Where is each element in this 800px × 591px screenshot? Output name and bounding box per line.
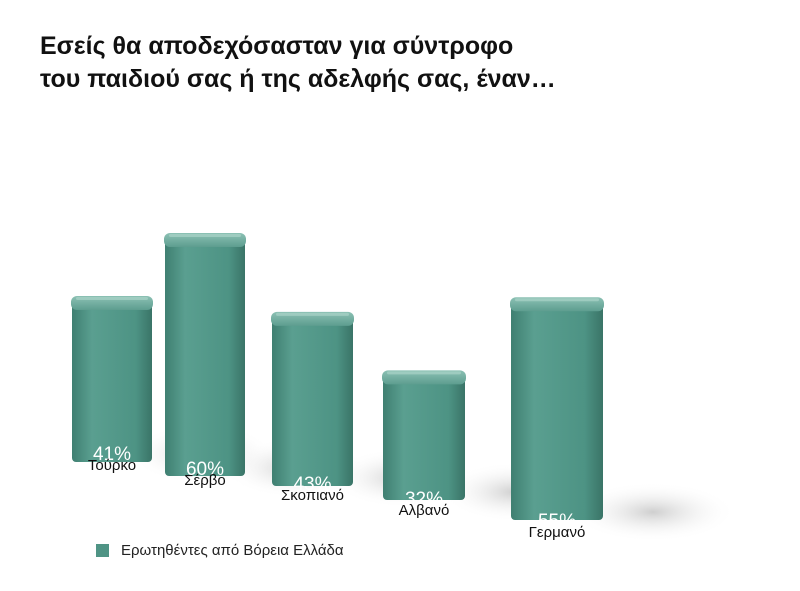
bar-highlight xyxy=(276,312,349,316)
chart-legend: Ερωτηθέντες από Βόρεια Ελλάδα xyxy=(96,542,344,559)
bar-1 xyxy=(71,295,153,462)
bar-body xyxy=(165,239,245,476)
chart-title-line-2: του παιδιού σας ή της αδελφής σας, έναν… xyxy=(40,65,556,93)
bar-body xyxy=(383,376,465,500)
value-label: 41% xyxy=(93,444,131,465)
bar-body xyxy=(272,317,353,486)
value-label: 60% xyxy=(186,459,224,480)
legend-label: Ερωτηθέντες από Βόρεια Ελλάδα xyxy=(121,542,344,559)
category-label: Γερμανό xyxy=(529,524,586,541)
legend-swatch xyxy=(96,544,109,557)
category-label: Τούρκο xyxy=(88,457,136,474)
category-label: Σκοπιανό xyxy=(281,487,344,504)
value-label: 55% xyxy=(538,511,576,532)
bar-body xyxy=(72,301,152,462)
chart-title-line-1: Εσείς θα αποδεχόσασταν για σύντροφο xyxy=(40,32,514,60)
category-label: Σέρβο xyxy=(184,472,225,489)
bar-body xyxy=(511,303,603,520)
value-label: 32% xyxy=(405,489,443,510)
bar-5 xyxy=(510,297,604,520)
bar-4 xyxy=(382,370,466,500)
chart-title: Εσείς θα αποδεχόσασταν για σύντροφο του … xyxy=(40,30,556,96)
bar-shadow xyxy=(570,482,736,542)
bar-2 xyxy=(164,233,246,476)
bar-highlight xyxy=(515,298,599,302)
bar-highlight xyxy=(387,371,461,375)
value-label: 43% xyxy=(293,474,331,495)
bar-3 xyxy=(271,311,354,486)
category-label: Αλβανό xyxy=(399,502,450,519)
bar-highlight xyxy=(169,234,241,237)
bar-highlight xyxy=(76,296,148,300)
